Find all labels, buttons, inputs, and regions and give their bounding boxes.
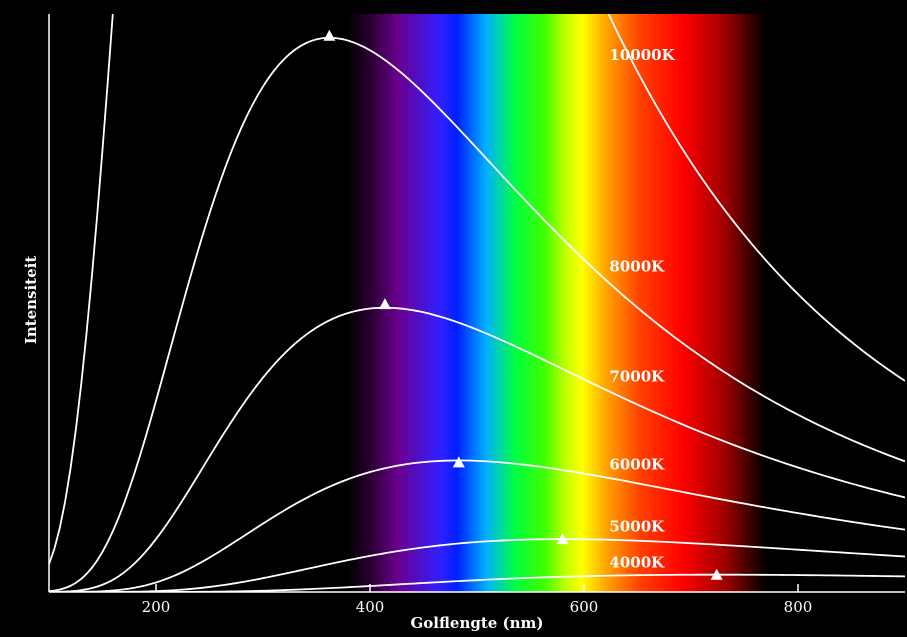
curve-label-8000k: 8000K [609, 258, 665, 276]
axes: 200 400 600 800 [48, 14, 905, 616]
curve-label-4000k: 4000K [609, 554, 665, 572]
curve-group [49, 14, 905, 592]
peak-marker-4000k [710, 568, 723, 580]
x-tick-label-800: 800 [784, 598, 813, 616]
y-axis-label: Intensiteit [22, 256, 40, 345]
curve-label-7000k: 7000K [609, 368, 665, 386]
peak-marker-6000k [452, 456, 465, 468]
curve-label-group: 10000K 8000K 7000K 6000K 5000K 4000K [609, 46, 675, 572]
peak-marker-8000k [323, 29, 336, 41]
peak-marker-5000k [556, 533, 569, 545]
curve-10000k [49, 14, 905, 565]
curve-label-6000k: 6000K [609, 455, 665, 473]
x-axis-label: Golflengte (nm) [410, 614, 543, 632]
x-tick-label-400: 400 [356, 598, 385, 616]
x-tick-label-200: 200 [142, 598, 171, 616]
curve-label-5000k: 5000K [609, 518, 665, 536]
curve-7000k [49, 306, 905, 592]
curve-6000k [49, 459, 905, 592]
visible-spectrum-band [348, 14, 766, 592]
curve-8000k [49, 36, 905, 592]
curve-5000k [49, 538, 905, 592]
peak-marker-7000k [378, 298, 391, 310]
curve-label-10000k: 10000K [609, 46, 675, 64]
x-tick-label-600: 600 [570, 598, 599, 616]
x-tick-group: 200 400 600 800 [142, 584, 813, 616]
peak-marker-group [323, 29, 723, 580]
